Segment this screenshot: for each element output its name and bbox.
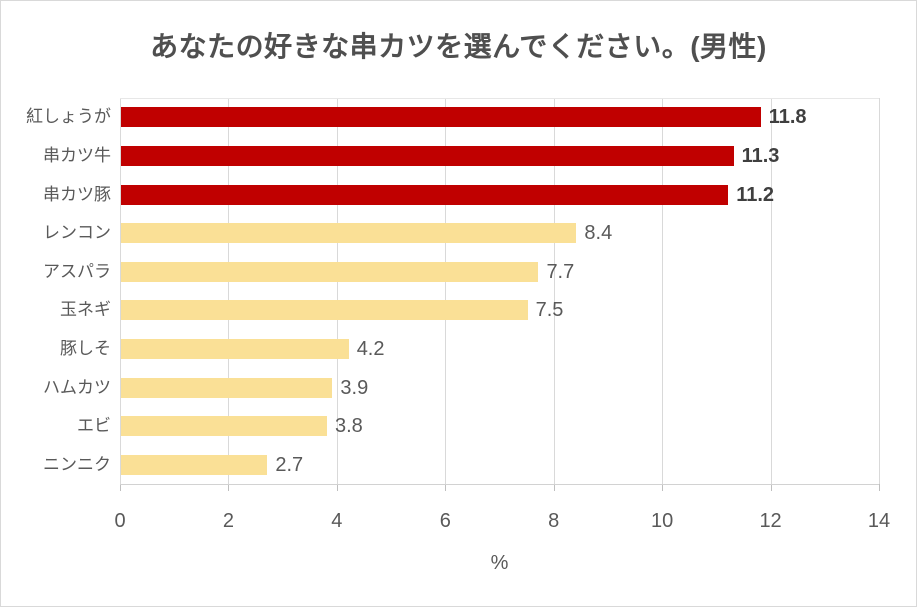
category-label: 玉ネギ <box>60 300 111 320</box>
category-label: 串カツ豚 <box>43 184 111 204</box>
gridline <box>445 98 447 484</box>
category-label: 豚しそ <box>60 338 111 358</box>
value-label: 11.2 <box>736 183 775 206</box>
x-tick-label: 0 <box>114 510 126 532</box>
axis-tick-mark <box>445 484 447 491</box>
x-tick-label: 8 <box>548 510 560 532</box>
axis-tick-mark <box>770 484 772 491</box>
gridline <box>336 98 338 484</box>
gridline <box>553 98 555 484</box>
value-label: 4.2 <box>356 337 385 360</box>
value-label: 3.9 <box>340 376 369 399</box>
value-label: 11.8 <box>768 106 807 129</box>
category-label: ハムカツ <box>43 377 111 397</box>
x-tick-label: 6 <box>439 510 451 532</box>
gridline <box>879 98 880 484</box>
bar <box>121 107 761 128</box>
gridline <box>770 98 772 484</box>
value-label: 7.5 <box>535 299 564 322</box>
axis-tick-mark <box>553 484 555 491</box>
x-tick-label: 14 <box>867 510 891 532</box>
bar <box>121 300 528 321</box>
gridline <box>662 98 664 484</box>
axis-tick-mark <box>120 484 121 491</box>
x-tick-label: 10 <box>651 510 674 532</box>
category-label: 紅しょうが <box>26 107 111 127</box>
axis-tick-mark <box>228 484 230 491</box>
axis-tick-mark <box>336 484 338 491</box>
value-label: 8.4 <box>584 222 613 245</box>
value-label: 3.8 <box>335 415 363 438</box>
gridline <box>120 98 121 484</box>
x-axis-label: % <box>490 552 509 574</box>
bar <box>121 223 577 244</box>
category-label: 串カツ牛 <box>43 145 111 165</box>
bar <box>121 184 729 205</box>
category-label: レンコン <box>43 223 111 243</box>
bar <box>121 338 349 359</box>
axis-tick-mark <box>879 484 880 491</box>
bar <box>121 145 734 166</box>
value-label: 11.3 <box>741 144 780 167</box>
gridline <box>228 98 230 484</box>
x-tick-label: 12 <box>759 510 782 532</box>
x-axis-line <box>120 484 879 485</box>
category-label: エビ <box>77 416 111 436</box>
bar <box>121 261 539 282</box>
x-tick-label: 4 <box>331 510 343 532</box>
bar <box>121 416 327 437</box>
bar <box>121 377 333 398</box>
category-label: アスパラ <box>43 261 111 281</box>
chart-title: あなたの好きな串カツを選んでください。(男性) <box>150 31 767 62</box>
bar <box>121 454 268 475</box>
value-label: 7.7 <box>546 260 575 283</box>
axis-tick-mark <box>662 484 664 491</box>
x-tick-label: 2 <box>222 510 234 532</box>
category-label: ニンニク <box>43 454 111 474</box>
plot-top-border <box>120 98 879 99</box>
value-label: 2.7 <box>275 453 304 476</box>
